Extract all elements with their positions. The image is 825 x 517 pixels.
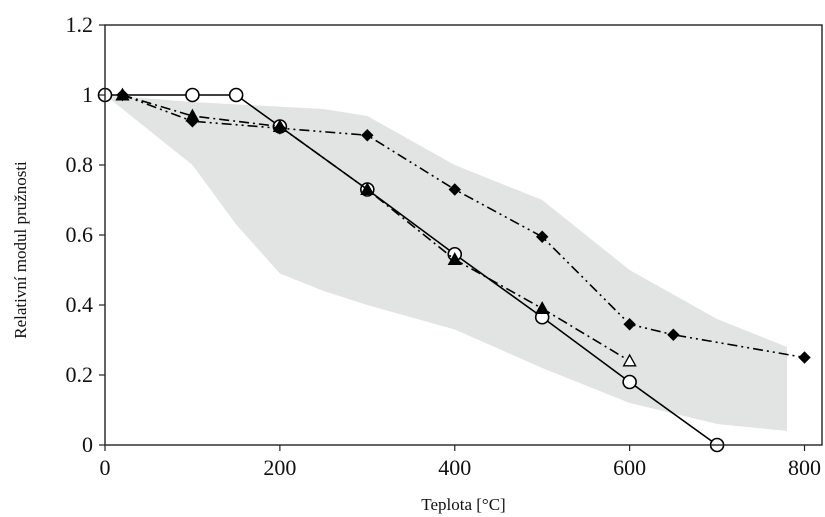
series-3-point (448, 183, 461, 196)
x-tick-label: 600 (613, 455, 646, 480)
series-3-point (273, 122, 287, 135)
y-tick-label: 0.6 (66, 222, 94, 247)
shaded-range-band (105, 95, 788, 431)
confidence-band-layer (105, 95, 788, 431)
series-2-point (360, 182, 375, 195)
series-3-point (186, 115, 199, 128)
y-tick-label: 0.2 (66, 362, 94, 387)
series-3-point (798, 351, 811, 364)
series-2-point (622, 353, 637, 367)
x-tick-label: 400 (438, 455, 471, 480)
series-2-point (447, 252, 462, 265)
x-tick-label: 0 (100, 455, 111, 480)
series-3 (116, 88, 811, 364)
series-3-point (361, 129, 374, 142)
tick-layer: 0 200 400 600 800 0 0.2 0.4 0.6 0.8 1 1.2 (66, 12, 822, 480)
y-tick-label: 1.2 (66, 12, 94, 37)
series-1-point (622, 374, 637, 390)
y-tick-label: 0.4 (66, 292, 94, 317)
series-3-point (667, 328, 680, 341)
series-1-point (185, 87, 200, 103)
x-axis-title: Teplota [°C] (421, 495, 505, 514)
series-1-point (228, 87, 244, 103)
series-layer (97, 87, 811, 453)
series-3-point (116, 88, 129, 102)
y-axis-title: Relativní modul pružnosti (11, 161, 30, 339)
series-3-point (535, 230, 549, 243)
y-tick-label: 1 (82, 82, 93, 107)
y-tick-label: 0 (82, 432, 93, 457)
y-tick-label: 0.8 (66, 152, 94, 177)
x-tick-label: 800 (788, 455, 821, 480)
series-3-point (623, 318, 636, 331)
x-tick-label: 200 (263, 455, 296, 480)
series-2-point (535, 301, 550, 314)
